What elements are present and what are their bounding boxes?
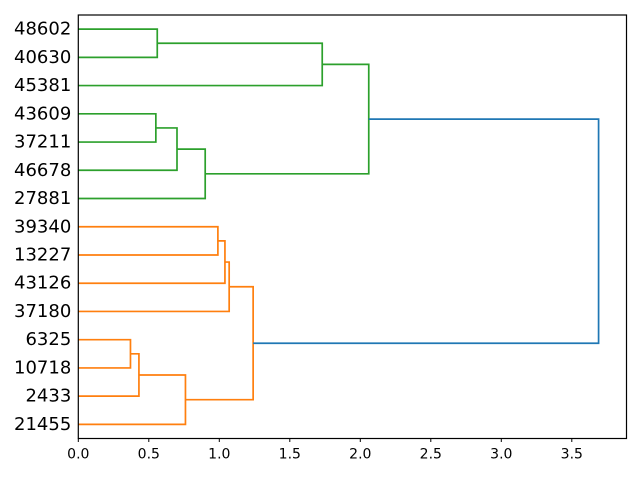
dendrogram-link-A [78, 28, 159, 59]
dendrogram-link-E [78, 148, 207, 200]
dendrogram-link-L [78, 374, 187, 426]
x-tick-label: 1.5 [279, 447, 301, 463]
leaf-label: 40630 [14, 47, 71, 68]
x-tick-label: 0.0 [67, 447, 89, 463]
leaf-label: 37211 [14, 132, 71, 153]
dendrogram-link-I [78, 261, 231, 313]
plot-frame [77, 14, 628, 440]
x-tick-label: 3.5 [561, 447, 583, 463]
dendrogram-link-J [78, 338, 132, 369]
dendrogram-link-C [78, 112, 157, 143]
x-tick-label: 3.0 [490, 447, 512, 463]
x-tick-label: 1.0 [208, 447, 230, 463]
dendrogram-link-ROOT [253, 118, 600, 345]
leaf-label: 13227 [14, 244, 71, 265]
x-tick-label: 2.5 [420, 447, 442, 463]
leaf-label: 45381 [14, 75, 71, 96]
leaf-label: 46678 [14, 160, 71, 181]
x-tick-label: 2.0 [349, 447, 371, 463]
leaf-label: 37180 [14, 301, 71, 322]
x-tick-label: 0.5 [138, 447, 160, 463]
dendrogram-link-H [78, 240, 226, 285]
leaf-label: 43126 [14, 273, 71, 294]
leaf-label: 6325 [25, 329, 71, 350]
dendrogram-link-M [185, 285, 254, 401]
dendrogram-link-G [78, 225, 219, 256]
leaf-label: 27881 [14, 188, 71, 209]
leaf-label: 2433 [25, 386, 71, 407]
dendrogram-link-K [78, 352, 140, 397]
leaf-label: 21455 [14, 414, 71, 435]
leaf-label: 43609 [14, 103, 71, 124]
dendrogram-link-D [78, 127, 178, 172]
leaf-label: 39340 [14, 216, 71, 237]
leaf-label: 10718 [14, 357, 71, 378]
leaf-label: 48602 [14, 19, 71, 40]
dendrogram-link-B [78, 42, 324, 87]
dendrogram-link-F [205, 63, 370, 175]
